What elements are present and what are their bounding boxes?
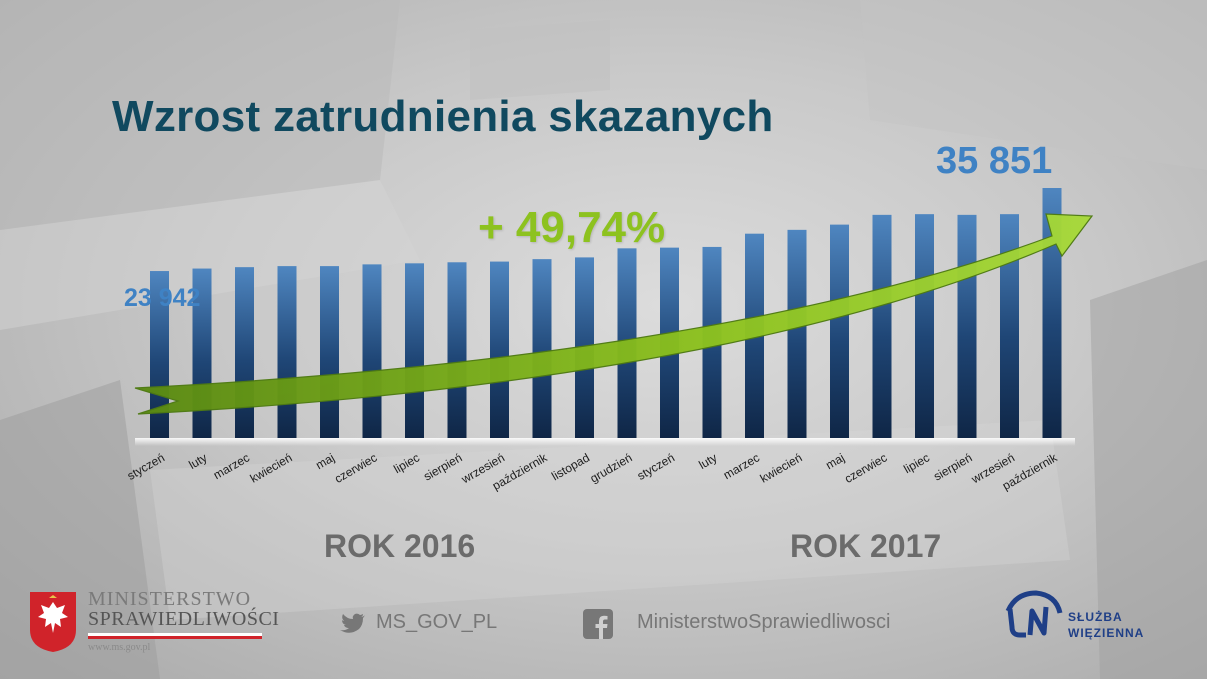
x-tick-label-7: lipiec	[391, 450, 422, 476]
x-tick-label-4: kwiecień	[248, 450, 295, 485]
bar-18	[872, 214, 892, 438]
x-tick-label-13: styczeń	[635, 450, 677, 482]
facebook-page[interactable]: MinisterstwoSprawiedliwosci	[637, 611, 891, 633]
ministry-name-line2: SPRAWIEDLIWOŚCI	[88, 608, 280, 630]
year-label-2017: ROK 2017	[790, 528, 942, 564]
twitter-handle[interactable]: MS_GOV_PL	[376, 611, 498, 633]
x-tick-label-19: lipiec	[901, 450, 932, 476]
bar-20	[957, 214, 977, 438]
bar-4	[277, 266, 297, 438]
bar-6	[362, 264, 382, 438]
x-tick-label-16: kwiecień	[758, 450, 805, 485]
chart-baseline	[135, 438, 1075, 446]
start-value-label: 23 942	[124, 284, 201, 312]
year-label-2016: ROK 2016	[324, 528, 476, 564]
chart-title: Wzrost zatrudnienia skazanych	[112, 92, 774, 141]
eagle-emblem-icon	[30, 592, 76, 652]
bar-7	[405, 263, 424, 438]
facebook-icon[interactable]	[583, 609, 613, 639]
bar-19	[915, 214, 934, 438]
x-tick-label-11: listopad	[549, 450, 592, 483]
bar-9	[490, 261, 509, 438]
bar-22	[1042, 188, 1062, 438]
bar-21	[1000, 214, 1019, 438]
x-tick-label-15: marzec	[721, 450, 762, 482]
x-tick-label-1: styczeń	[125, 450, 167, 482]
x-tick-label-17: maj	[823, 450, 847, 472]
x-tick-label-5: maj	[313, 450, 337, 472]
x-tick-label-8: sierpień	[421, 450, 464, 483]
end-value-label: 35 851	[936, 140, 1053, 182]
bar-3	[235, 267, 254, 438]
sw-name-line1: SŁUŻBA	[1068, 610, 1123, 624]
sw-name-line2: WIĘZIENNA	[1068, 626, 1145, 640]
x-tick-label-20: sierpień	[931, 450, 974, 483]
sluzba-wiezienna-logo[interactable]: SŁUŻBA WIĘZIENNA	[1002, 587, 1162, 647]
x-tick-label-18: czerwiec	[842, 450, 889, 485]
x-tick-label-14: luty	[696, 450, 719, 471]
sw-logo-icon	[1005, 590, 1063, 638]
x-tick-label-6: czerwiec	[332, 450, 379, 485]
growth-arrow	[134, 213, 1094, 415]
bar-16	[787, 229, 807, 438]
bar-17	[830, 224, 849, 438]
flag-stripe-red	[88, 636, 262, 639]
ministry-url[interactable]: www.ms.gov.pl	[88, 642, 151, 653]
ministry-name-line1: MINISTERSTWO	[88, 588, 252, 610]
bar-10	[532, 259, 552, 438]
bar-8	[447, 262, 467, 438]
bar-5	[320, 266, 339, 438]
growth-percentage: + 49,74%	[478, 203, 666, 252]
twitter-icon[interactable]	[338, 612, 366, 636]
x-tick-label-2: luty	[186, 450, 209, 471]
flag-stripe-white	[88, 633, 262, 636]
x-tick-label-12: grudzień	[588, 450, 635, 485]
x-tick-label-3: marzec	[211, 450, 252, 482]
ministry-logo[interactable]: MINISTERSTWO SPRAWIEDLIWOŚCI www.ms.gov.…	[28, 588, 280, 658]
